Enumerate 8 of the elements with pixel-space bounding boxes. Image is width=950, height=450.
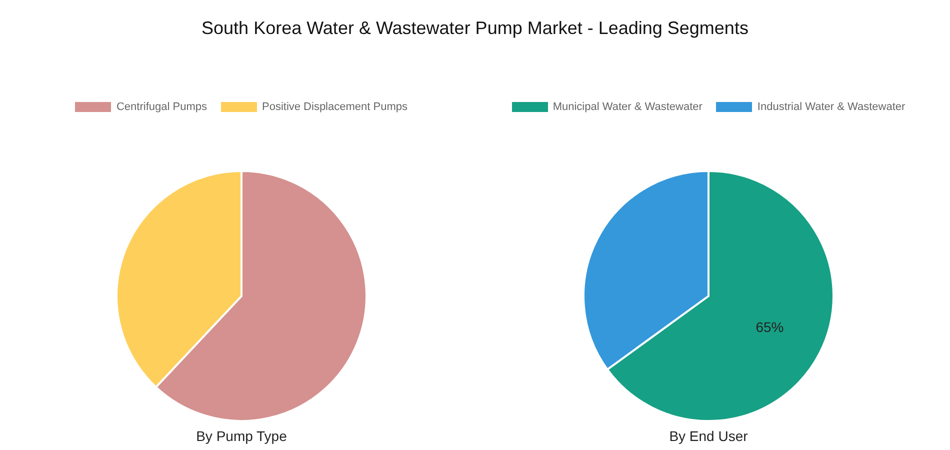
text: By End User	[669, 428, 748, 444]
text: By Pump Type	[196, 428, 287, 444]
text: South Korea Water & Wastewater Pump Market - Leading Segments	[200, 17, 750, 40]
legend-label: Municipal Water & Wastewater	[552, 101, 702, 113]
legend-label: Centrifugal Pumps	[116, 101, 207, 113]
legend-label: Positive Displacement Pumps	[262, 101, 408, 113]
legend-label: Industrial Water & Wastewater	[757, 101, 906, 113]
data-label: 65%	[756, 319, 784, 336]
